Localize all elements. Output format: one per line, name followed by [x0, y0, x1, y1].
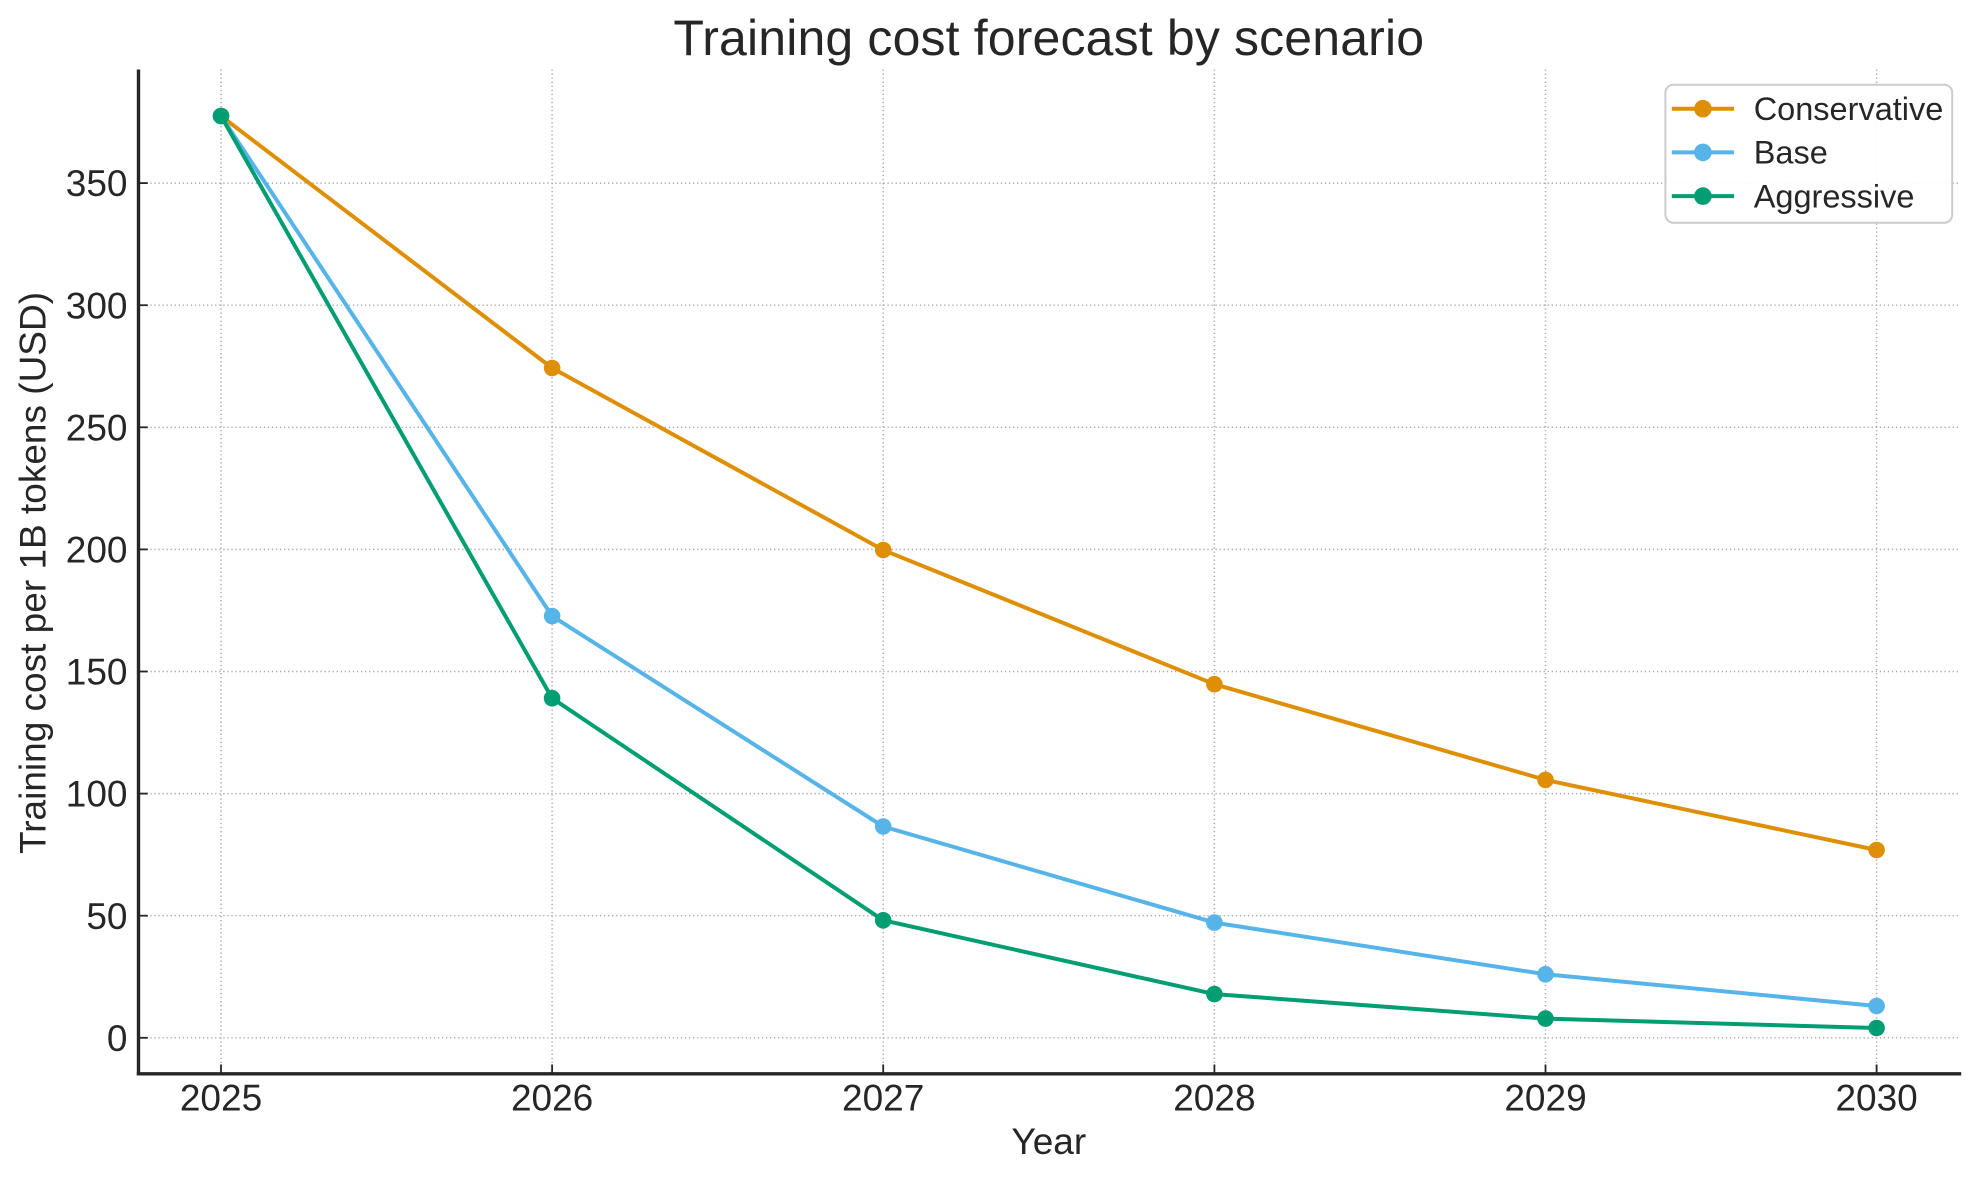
svg-text:50: 50	[86, 896, 127, 937]
svg-text:2028: 2028	[1173, 1077, 1255, 1118]
svg-text:2029: 2029	[1504, 1077, 1586, 1118]
svg-text:150: 150	[66, 652, 128, 693]
svg-text:0: 0	[107, 1018, 128, 1059]
svg-text:100: 100	[66, 774, 128, 815]
svg-text:Training cost forecast by scen: Training cost forecast by scenario	[673, 10, 1424, 66]
svg-text:200: 200	[66, 530, 128, 571]
svg-text:2025: 2025	[180, 1077, 262, 1118]
svg-text:Conservative: Conservative	[1754, 91, 1944, 127]
svg-text:300: 300	[66, 285, 128, 326]
svg-text:2027: 2027	[842, 1077, 924, 1118]
svg-text:350: 350	[66, 163, 128, 204]
svg-text:2030: 2030	[1835, 1077, 1917, 1118]
svg-text:2026: 2026	[511, 1077, 593, 1118]
svg-text:Year: Year	[1011, 1121, 1086, 1162]
svg-text:250: 250	[66, 407, 128, 448]
svg-text:Base: Base	[1754, 135, 1828, 171]
svg-text:Training cost per 1B tokens (U: Training cost per 1B tokens (USD)	[13, 292, 54, 854]
svg-text:Aggressive: Aggressive	[1754, 178, 1915, 214]
